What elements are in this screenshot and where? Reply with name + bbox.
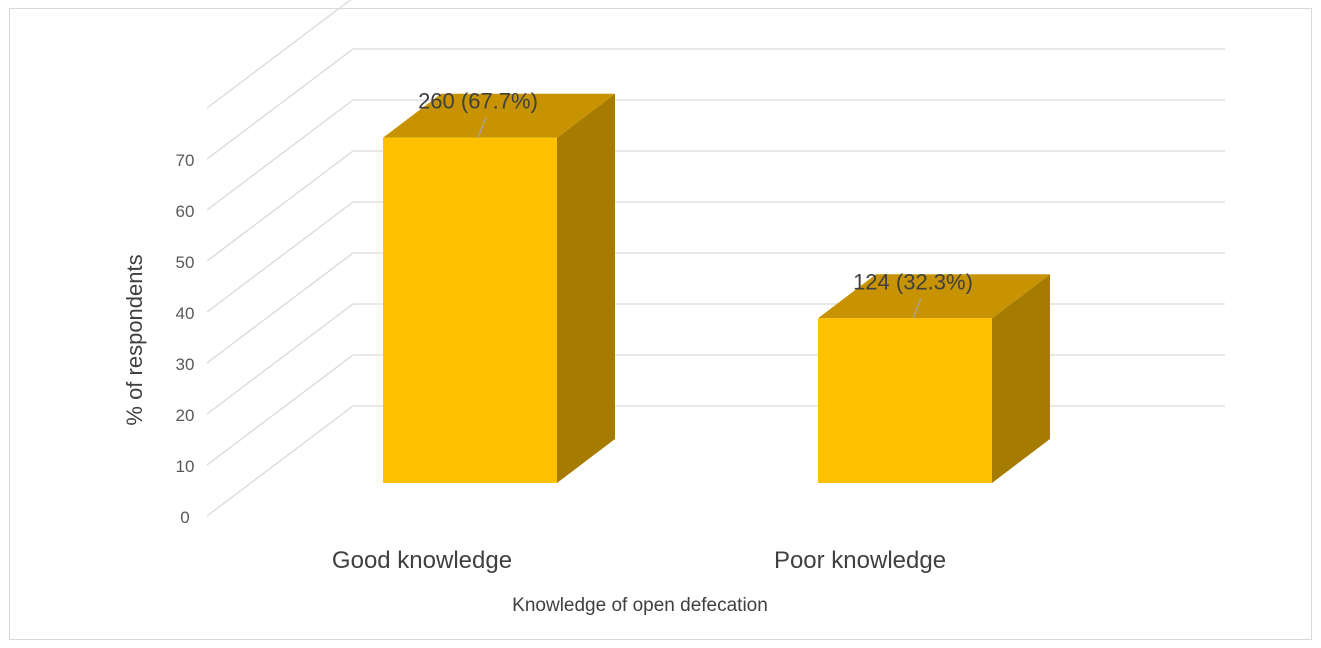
y-tick-label: 70 (176, 151, 195, 170)
x-axis-title: Knowledge of open defecation (512, 595, 768, 616)
data-label: 260 (67.7%) (418, 89, 538, 114)
bars: 260 (67.7%) 124 (32.3%) (383, 89, 1050, 484)
y-tick-labels: 0 10 20 30 40 50 60 70 (176, 151, 195, 527)
y-tick-label: 20 (176, 406, 195, 425)
y-tick-label: 30 (176, 355, 195, 374)
y-tick-label: 50 (176, 253, 195, 272)
x-category-labels: Good knowledge Poor knowledge (332, 547, 946, 574)
gridlines (206, 0, 1225, 517)
y-axis-title: % of respondents (122, 254, 147, 425)
chart-frame (9, 8, 1312, 640)
gridline-diagonal (206, 405, 354, 517)
bar-front-face (818, 318, 992, 483)
gridline-diagonal (206, 252, 354, 364)
gridline-diagonal (206, 0, 352, 109)
y-tick-label: 60 (176, 202, 195, 221)
data-label: 124 (32.3%) (853, 269, 973, 294)
bar-front-face (383, 137, 557, 484)
data-label-leader (477, 117, 487, 138)
gridline-diagonal (206, 48, 354, 160)
y-tick-label: 0 (180, 508, 189, 527)
bar-side-face (992, 274, 1050, 483)
bar-side-face (557, 93, 615, 483)
bar-top-face (818, 274, 1050, 319)
gridline-diagonal (206, 201, 354, 313)
bar-1: 260 (67.7%) (383, 89, 615, 484)
x-category-label: Good knowledge (332, 547, 512, 574)
data-label-leader (912, 298, 922, 319)
x-category-label: Poor knowledge (774, 547, 946, 574)
gridline-diagonal (206, 354, 354, 466)
bar-top-face (383, 93, 615, 138)
gridline-diagonal (206, 150, 354, 262)
gridline-diagonal (206, 303, 354, 415)
gridline-diagonal (206, 99, 354, 211)
y-tick-label: 40 (176, 304, 195, 323)
y-tick-label: 10 (176, 457, 195, 476)
bar-2: 124 (32.3%) (818, 269, 1050, 483)
